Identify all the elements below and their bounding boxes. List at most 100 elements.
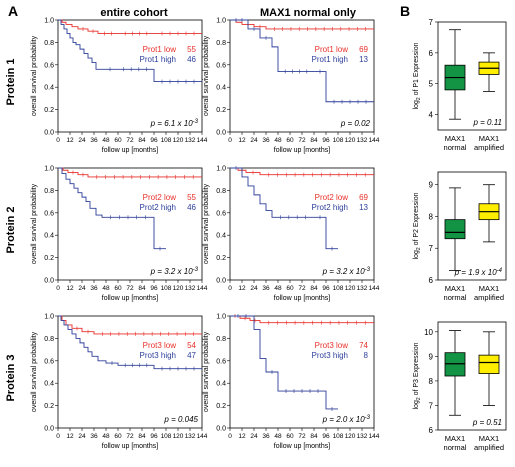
x-tick-label: 12 bbox=[238, 285, 246, 292]
legend-label: Prot2 high bbox=[312, 203, 348, 212]
p-value-exponent: -3 bbox=[193, 267, 199, 273]
y-tick-label: 1.0 bbox=[44, 166, 54, 173]
y-tick-label: 0.8 bbox=[44, 188, 54, 195]
x-tick-label: 24 bbox=[78, 137, 86, 144]
x-tick-label: 36 bbox=[262, 433, 270, 440]
km-plot-r2-c2: 0.0 0.2 0.4 0.6 0.8 1.0 0 12 24 36 48 60 72 84 96 108 12… bbox=[203, 166, 380, 303]
box-amplified bbox=[478, 354, 500, 374]
x-axis-label: follow up [months] bbox=[102, 147, 158, 154]
y-axis-label: overall survival probability bbox=[203, 331, 210, 412]
legend-count: 54 bbox=[187, 341, 196, 350]
y-tick-label: 7 bbox=[429, 18, 434, 27]
p-value-base: p = 6.1 x 10 bbox=[150, 119, 194, 128]
y-axis-label-subscript: 2 bbox=[416, 397, 422, 400]
plot-frame bbox=[57, 19, 203, 133]
y-tick-label: 0.4 bbox=[44, 233, 54, 240]
x-tick-label: 144 bbox=[369, 433, 380, 440]
y-tick-label: 6 bbox=[429, 276, 434, 285]
legend-label: Prot3 low bbox=[315, 341, 349, 350]
plot-frame bbox=[229, 315, 375, 429]
plot-frame bbox=[437, 171, 507, 281]
survival-curve-low bbox=[230, 19, 374, 30]
x-tick-label: 72 bbox=[298, 285, 306, 292]
y-axis-label: overall survival probability bbox=[203, 183, 210, 264]
y-tick-label: 0.8 bbox=[216, 40, 226, 47]
x-tick-label: 96 bbox=[322, 433, 330, 440]
x-tick-label: 24 bbox=[78, 285, 86, 292]
plots-layer: 0.00.20.40.60.81.00 12 24 36 48 60 72 84 96 108 12… bbox=[31, 18, 507, 452]
panel-label-a: A bbox=[8, 3, 18, 19]
y-tick-label: 0.0 bbox=[216, 130, 226, 137]
x-tick-label: 60 bbox=[286, 285, 294, 292]
y-tick-label: 0.0 bbox=[216, 426, 226, 433]
survival-curve-low bbox=[230, 167, 374, 176]
legend-count: 46 bbox=[187, 55, 196, 64]
category-label: MAX1 bbox=[479, 134, 499, 143]
x-tick-label: 48 bbox=[274, 433, 282, 440]
y-axis-label: overall survival probability bbox=[31, 331, 38, 412]
category-label: amplified bbox=[474, 143, 504, 152]
y-tick-label: 0.8 bbox=[44, 336, 54, 343]
p-value-base: p = 3.2 x 10 bbox=[150, 267, 194, 276]
category-label: MAX1 bbox=[445, 434, 465, 443]
x-tick-label: 96 bbox=[322, 137, 330, 144]
column-title-max1-normal: MAX1 normal only bbox=[260, 7, 357, 19]
y-tick-label: 0.6 bbox=[216, 210, 226, 217]
y-tick-label: 9 bbox=[429, 352, 434, 361]
y-axis-label: log2 of P1 Expression bbox=[413, 42, 422, 109]
y-tick-label: 0.6 bbox=[216, 62, 226, 69]
x-tick-label: 60 bbox=[114, 137, 122, 144]
x-tick-label: 72 bbox=[298, 137, 306, 144]
y-tick-label: 0.2 bbox=[216, 403, 226, 410]
p-value: p = 1.9 x 10-4 bbox=[454, 268, 503, 277]
x-tick-label: 60 bbox=[114, 433, 122, 440]
y-axis-label: overall survival probability bbox=[203, 35, 210, 116]
x-tick-label: 108 bbox=[333, 137, 344, 144]
p-value: p = 0.51 bbox=[472, 418, 502, 427]
x-tick-label: 0 bbox=[228, 285, 232, 292]
y-tick-label: 4 bbox=[429, 111, 434, 120]
p-value: p = 0.11 bbox=[472, 118, 502, 127]
legend-label: Prot1 low bbox=[315, 45, 349, 54]
x-tick-label: 24 bbox=[250, 285, 258, 292]
x-tick-label: 132 bbox=[357, 285, 368, 292]
plot-frame bbox=[229, 19, 375, 133]
survival-curve-low bbox=[58, 167, 202, 178]
km-plot-r3-c2: 0.0 0.2 0.4 0.6 0.8 1.0 0 12 24 36 48 60 72 84 96 108 12… bbox=[203, 314, 380, 451]
y-axis-label-subscript: 2 bbox=[416, 97, 422, 100]
x-tick-label: 84 bbox=[138, 137, 146, 144]
y-tick-label: 0.8 bbox=[216, 336, 226, 343]
y-axis-label: overall survival probability bbox=[31, 183, 38, 264]
x-tick-label: 84 bbox=[138, 433, 146, 440]
x-axis-label: follow up [months] bbox=[274, 147, 330, 154]
y-tick-label: 0.2 bbox=[216, 255, 226, 262]
y-tick-label: 1.0 bbox=[44, 18, 54, 25]
x-tick-label: 12 bbox=[66, 285, 74, 292]
p-value-base: p = 0.11 bbox=[472, 118, 502, 127]
x-tick-label: 72 bbox=[298, 433, 306, 440]
y-axis-label-subscript: 2 bbox=[416, 247, 422, 250]
x-tick-label: 144 bbox=[197, 137, 208, 144]
x-tick-label: 24 bbox=[78, 433, 86, 440]
y-tick-label: 8 bbox=[429, 212, 434, 221]
plot-frame bbox=[229, 167, 375, 281]
x-tick-label: 60 bbox=[286, 137, 294, 144]
p-value: p = 6.1 x 10-3 bbox=[150, 119, 199, 128]
x-tick-label: 144 bbox=[197, 433, 208, 440]
x-tick-label: 108 bbox=[333, 285, 344, 292]
y-tick-label: 1.0 bbox=[216, 166, 226, 173]
x-axis-label: follow up [months] bbox=[102, 295, 158, 302]
x-tick-label: 36 bbox=[262, 285, 270, 292]
y-tick-label: 0.0 bbox=[216, 278, 226, 285]
survival-curve-high bbox=[230, 315, 338, 410]
y-tick-label: 7 bbox=[429, 244, 434, 253]
y-tick-label: 5 bbox=[429, 80, 434, 89]
x-tick-label: 120 bbox=[173, 285, 184, 292]
p-value: p = 3.2 x 10-3 bbox=[150, 267, 199, 276]
x-tick-label: 120 bbox=[345, 285, 356, 292]
panel-label-b: B bbox=[400, 3, 410, 19]
y-tick-label: 10 bbox=[424, 328, 433, 337]
x-tick-label: 72 bbox=[126, 137, 134, 144]
legend-label: Prot1 high bbox=[140, 55, 176, 64]
